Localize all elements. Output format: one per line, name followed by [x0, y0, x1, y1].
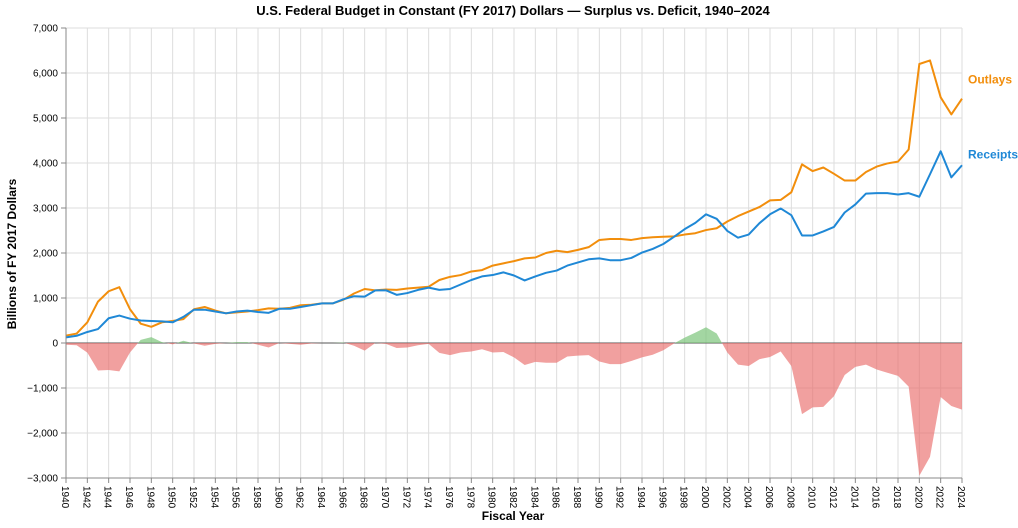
x-axis-title: Fiscal Year — [482, 509, 545, 523]
surplus-area — [674, 327, 722, 343]
x-tick-label: 1984 — [528, 486, 539, 509]
y-tick-label: 4,000 — [33, 159, 58, 170]
gridlines — [65, 27, 963, 479]
x-tick-label: 2004 — [742, 486, 753, 509]
x-tick-label: 2000 — [699, 486, 710, 509]
deficit-area — [166, 343, 177, 345]
x-tick-label: 1944 — [102, 486, 113, 509]
x-tick-label: 1958 — [251, 486, 262, 509]
series-lines — [65, 59, 963, 339]
x-tick-label: 1968 — [358, 486, 369, 509]
x-tick-label: 1990 — [592, 486, 603, 509]
x-tick-label: 1992 — [614, 486, 625, 509]
x-tick-label: 2022 — [934, 486, 945, 509]
x-tick-label: 1942 — [80, 486, 91, 509]
x-tick-label: 1954 — [208, 486, 219, 509]
x-tick-label: 2018 — [891, 486, 902, 509]
x-tick-label: 1960 — [272, 486, 283, 509]
axes: −3,000 −2,000 −1,000 0 1,000 2,000 3,000 4,000 5… — [27, 24, 966, 509]
x-tick-label: 1998 — [678, 486, 689, 509]
receipts-line — [65, 150, 963, 339]
x-tick-label: 2002 — [720, 486, 731, 509]
surplus-area — [226, 342, 251, 343]
y-axis-title: Billions of FY 2017 Dollars — [5, 178, 19, 329]
surplus-area — [176, 340, 193, 343]
x-tick-label: 1940 — [59, 486, 70, 509]
deficit-area — [66, 343, 138, 372]
x-tick-label: 1948 — [144, 486, 155, 509]
outlays-series-label: Outlays — [968, 73, 1012, 87]
x-tick-label: 1970 — [379, 486, 390, 509]
x-tick-label: 1952 — [187, 486, 198, 509]
y-tick-label: −1,000 — [27, 384, 58, 395]
y-tick-label: 1,000 — [33, 294, 58, 305]
y-tick-label: −2,000 — [27, 429, 58, 440]
chart-title: U.S. Federal Budget in Constant (FY 2017… — [256, 3, 770, 18]
deficit-area — [722, 343, 962, 476]
x-tick-label: 1978 — [464, 486, 475, 509]
x-tick-label: 2020 — [912, 486, 923, 509]
deficit-area — [192, 343, 226, 346]
x-tick-label: 2008 — [784, 486, 795, 509]
x-tick-label: 1972 — [400, 486, 411, 509]
y-tick-label: 3,000 — [33, 204, 58, 215]
y-tick-label: −3,000 — [27, 474, 58, 485]
x-tick-label: 2010 — [806, 486, 817, 509]
x-tick-label: 1986 — [550, 486, 561, 509]
y-tick-label: 7,000 — [33, 24, 58, 35]
x-tick-label: 2014 — [848, 486, 859, 509]
x-tick-label: 1994 — [635, 486, 646, 509]
receipts-series-label: Receipts — [968, 147, 1018, 161]
x-tick-label: 1964 — [315, 486, 326, 509]
x-tick-label: 1976 — [443, 486, 454, 509]
deficit-area — [250, 343, 280, 348]
y-tick-label: 6,000 — [33, 69, 58, 80]
deficit-area — [375, 343, 675, 366]
series-labels: Outlays Receipts — [968, 73, 1018, 162]
x-tick-label: 1988 — [571, 486, 582, 509]
deficit-area — [344, 343, 376, 351]
surplus-area — [138, 337, 167, 343]
x-tick-label: 1966 — [336, 486, 347, 509]
x-tick-label: 1950 — [166, 486, 177, 509]
y-tick-label: 5,000 — [33, 114, 58, 125]
x-tick-label: 1962 — [294, 486, 305, 509]
deficit-area — [279, 343, 322, 345]
x-tick-label: 1982 — [507, 486, 518, 509]
x-tick-label: 1980 — [486, 486, 497, 509]
x-tick-label: 2016 — [870, 486, 881, 509]
x-tick-label: 1974 — [422, 486, 433, 509]
x-tick-label: 1996 — [656, 486, 667, 509]
y-tick-label: 0 — [52, 339, 58, 350]
x-tick-label: 2024 — [955, 486, 966, 509]
y-tick-label: 2,000 — [33, 249, 58, 260]
x-tick-label: 2012 — [827, 486, 838, 509]
x-tick-label: 2006 — [763, 486, 774, 509]
x-tick-label: 1956 — [230, 486, 241, 509]
surplus-deficit-area — [66, 327, 962, 476]
x-tick-label: 1946 — [123, 486, 134, 509]
